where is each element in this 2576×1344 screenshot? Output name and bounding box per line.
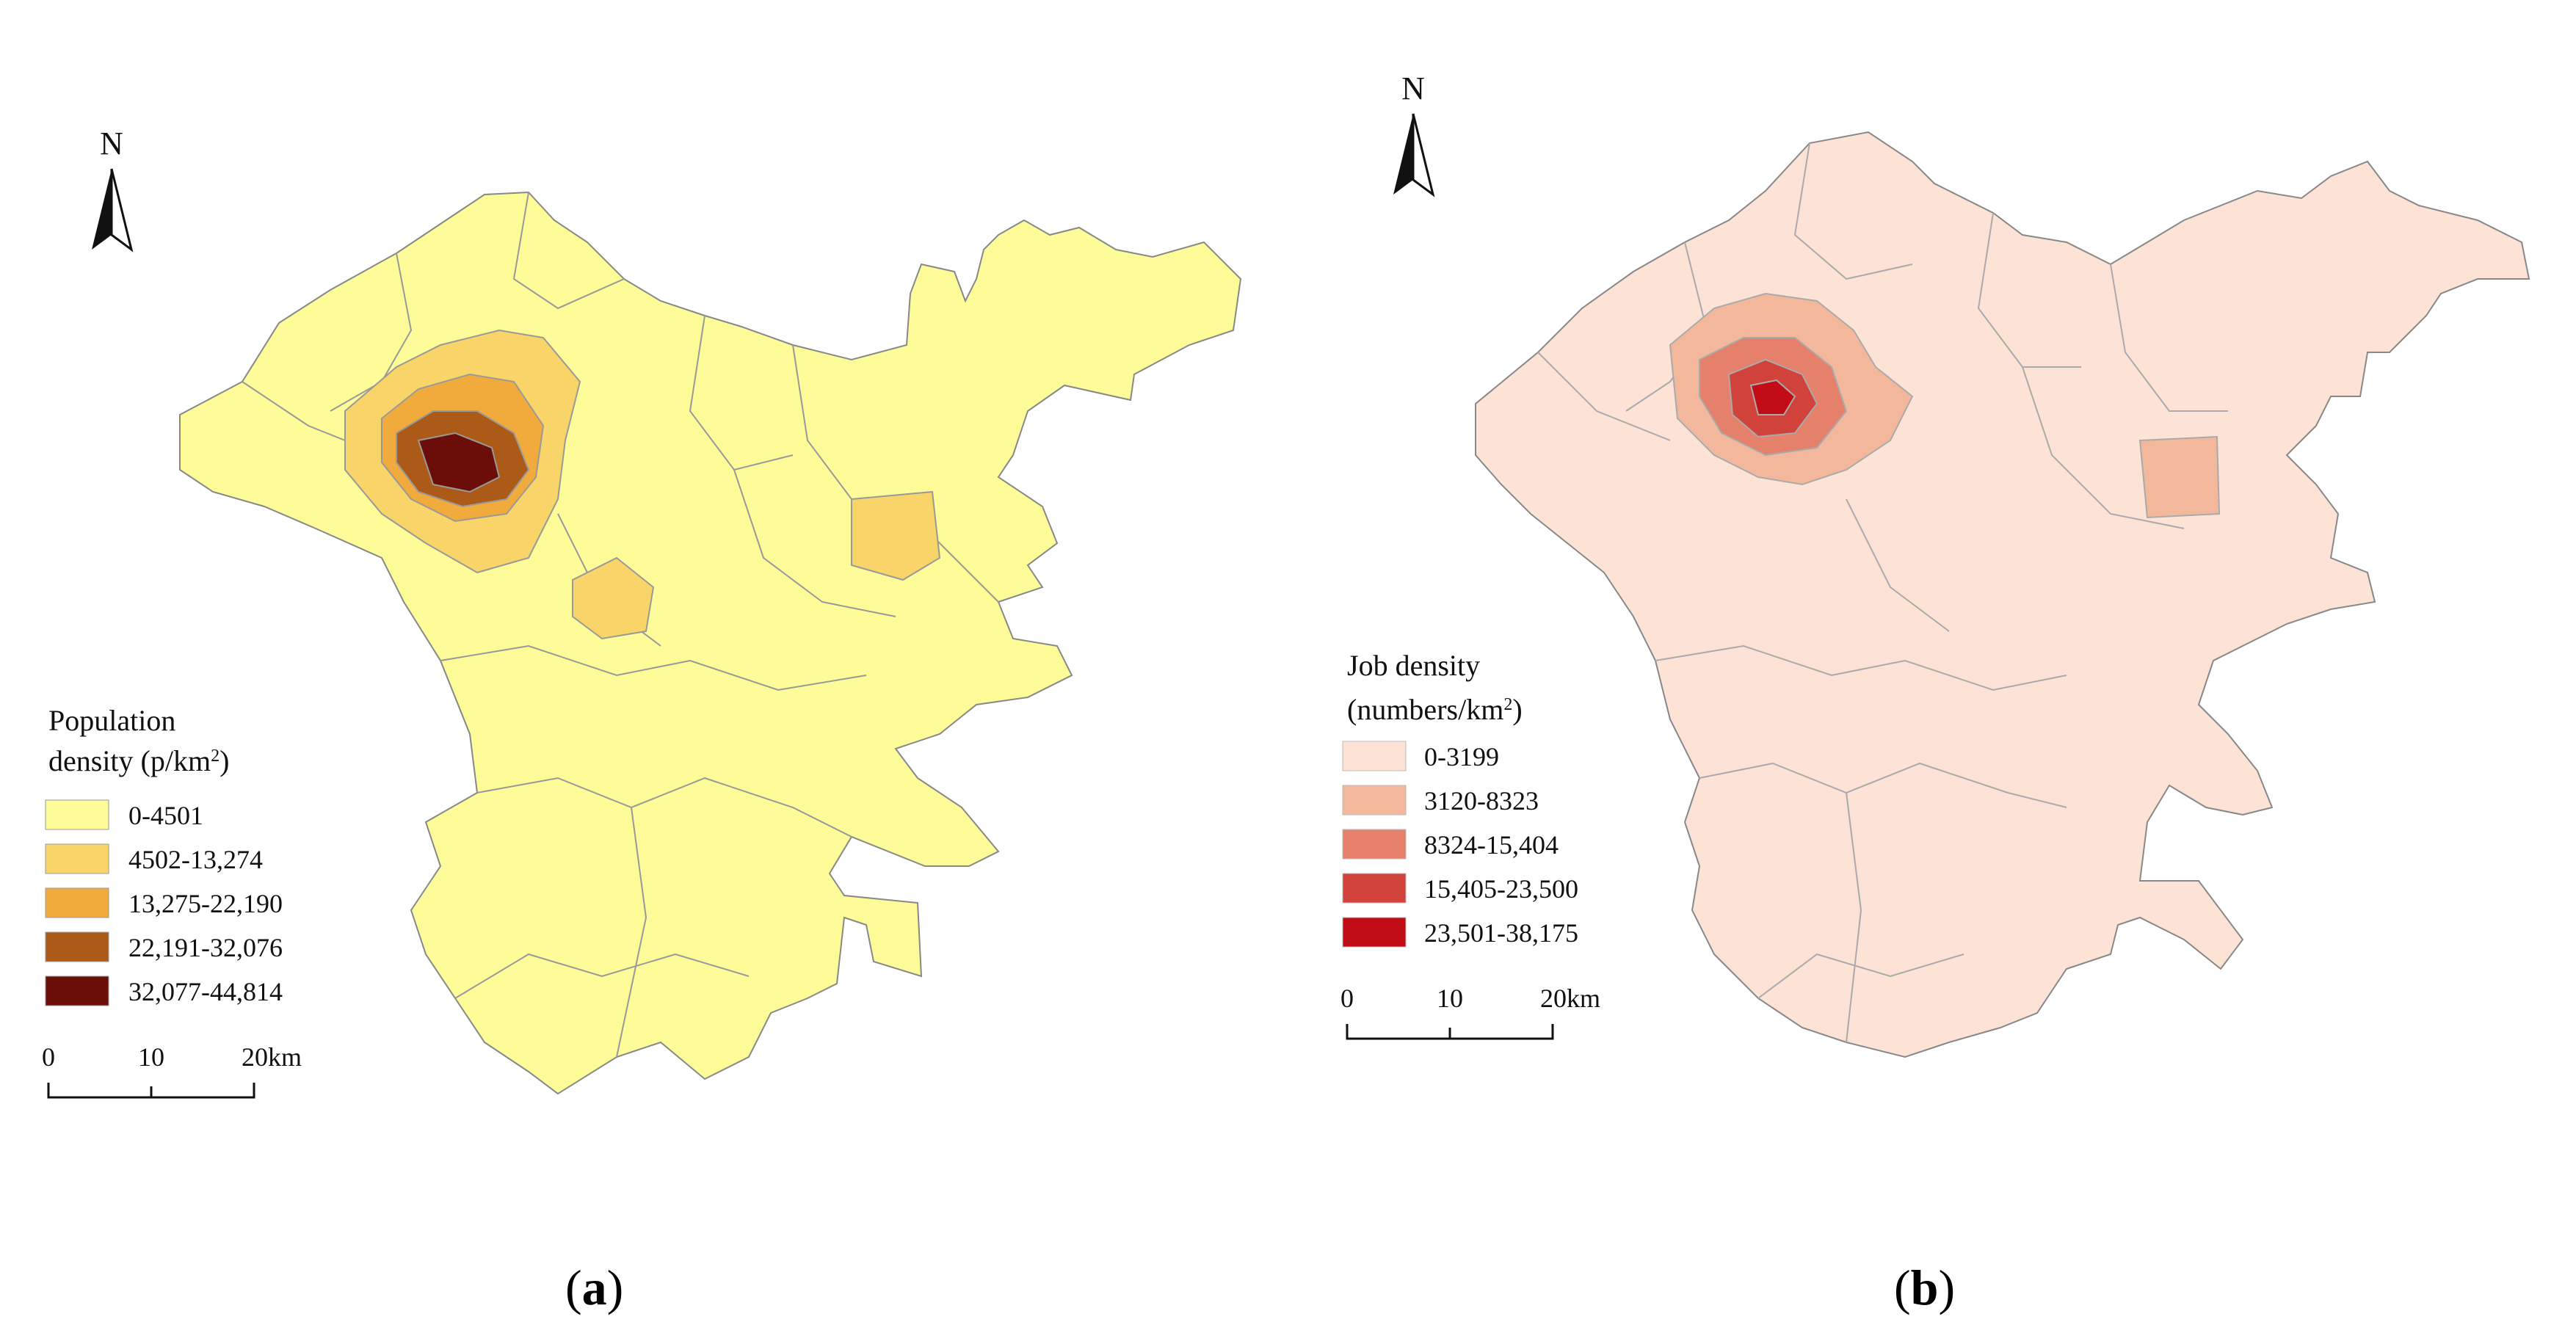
svg-text:N: N <box>100 126 123 161</box>
svg-text:density (p/km2): density (p/km2) <box>48 744 229 777</box>
svg-text:10: 10 <box>138 1042 164 1072</box>
region-outline <box>1475 131 2530 1058</box>
legend-swatch-1 <box>1342 741 1407 771</box>
density-zone-class-5 <box>417 432 501 493</box>
svg-text:20km: 20km <box>242 1042 302 1072</box>
svg-text:(numbers/km2): (numbers/km2) <box>1347 693 1523 726</box>
district-boundaries <box>1537 142 2228 1043</box>
legend-swatch-4 <box>1342 873 1407 904</box>
panel-caption-a: (a) <box>565 1260 624 1315</box>
density-zone-class-2-east <box>2138 435 2221 519</box>
legend-label-5: 23,501-38,175 <box>1424 918 1578 948</box>
legend-items: 0-4501 4502-13,274 13,275-22,190 22,191-… <box>45 799 283 1006</box>
population-density-map: N Population density (p/km2) 0-4501 4502… <box>42 126 1242 1099</box>
north-arrow: N <box>1393 70 1435 197</box>
density-zone-class-2-east <box>851 490 941 581</box>
legend-label-3: 13,275-22,190 <box>128 889 283 918</box>
job-legend: Job density (numbers/km2) 0-3199 3120-83… <box>1342 649 1578 948</box>
svg-text:Job density: Job density <box>1347 649 1480 682</box>
region-outline <box>179 191 1242 1095</box>
legend-swatch-1 <box>45 799 109 830</box>
legend-swatch-5 <box>45 976 109 1006</box>
svg-text:0: 0 <box>42 1042 55 1072</box>
population-density-map-panel: N Population density (p/km2) 0-4501 4502… <box>42 126 1242 1315</box>
svg-text:10: 10 <box>1437 984 1463 1013</box>
legend-label-1: 0-3199 <box>1424 742 1499 771</box>
svg-text:0: 0 <box>1340 984 1354 1013</box>
legend-label-1: 0-4501 <box>128 801 203 830</box>
svg-text:N: N <box>1401 70 1425 106</box>
legend-label-2: 4502-13,274 <box>128 845 263 874</box>
density-zone-class-2-south <box>572 556 655 640</box>
job-density-map-panel: N Job density (numbers/km2) 0-3199 3120-… <box>1288 0 2576 1344</box>
svg-text:Population: Population <box>48 704 175 737</box>
density-zone-class-5 <box>1749 379 1796 415</box>
legend-swatch-3 <box>1342 829 1407 860</box>
legend-items: 0-3199 3120-8323 8324-15,404 15,405-23,5… <box>1342 741 1578 948</box>
panel-caption-b: (b) <box>1894 1260 1956 1315</box>
legend-label-3: 8324-15,404 <box>1424 830 1559 860</box>
job-density-map: N Job density (numbers/km2) 0-3199 3120-… <box>1340 70 2530 1058</box>
legend-label-4: 22,191-32,076 <box>128 933 283 962</box>
scale-bar: 0 10 20km <box>42 1042 302 1099</box>
legend-label-5: 32,077-44,814 <box>128 977 283 1006</box>
legend-swatch-5 <box>1342 917 1407 948</box>
legend-swatch-4 <box>45 931 109 962</box>
population-legend: Population density (p/km2) 0-4501 4502-1… <box>45 704 283 1006</box>
legend-swatch-2 <box>45 843 109 874</box>
north-arrow: N <box>92 126 134 253</box>
legend-label-4: 15,405-23,500 <box>1424 874 1578 904</box>
legend-swatch-2 <box>1342 785 1407 816</box>
legend-swatch-3 <box>45 887 109 918</box>
scale-bar: 0 10 20km <box>1340 984 1600 1040</box>
legend-label-2: 3120-8323 <box>1424 786 1539 816</box>
svg-text:20km: 20km <box>1540 984 1600 1013</box>
